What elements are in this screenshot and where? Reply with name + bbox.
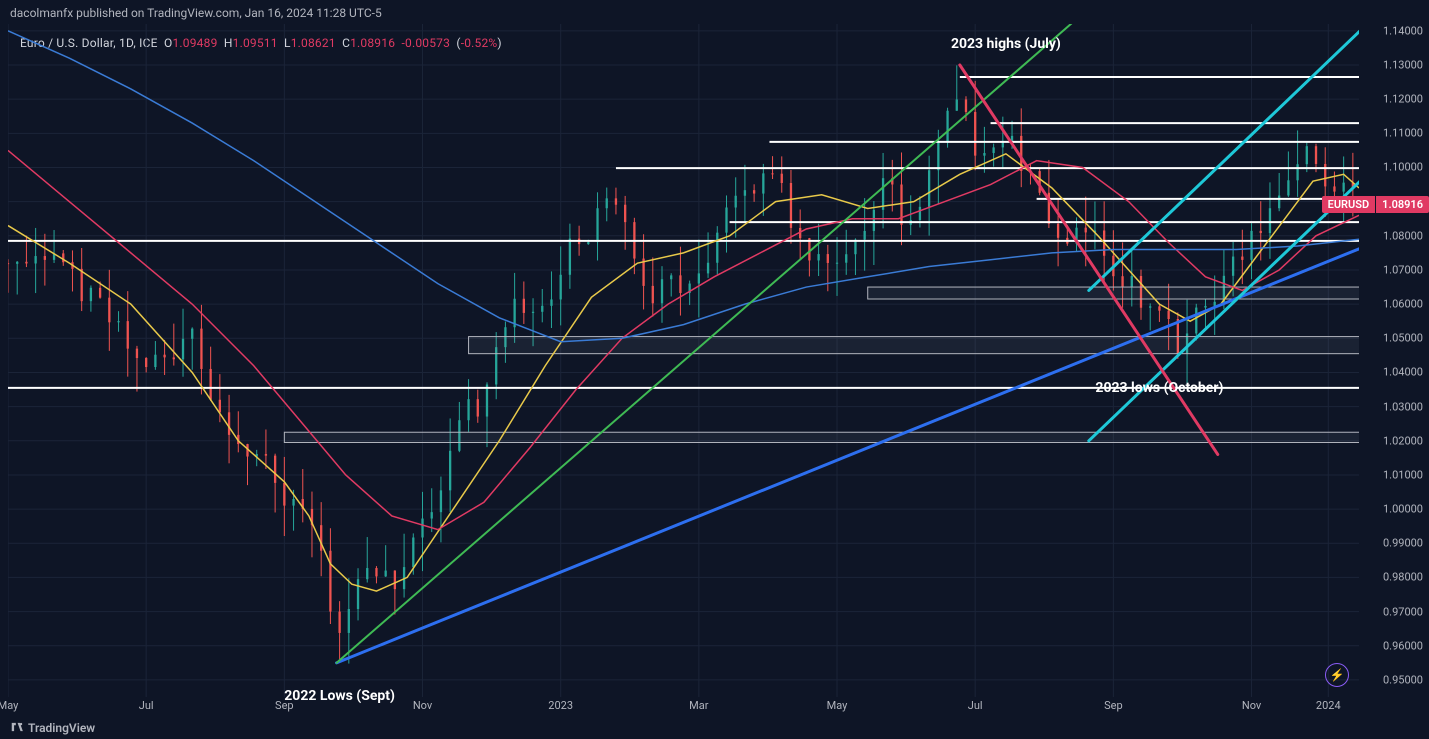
y-tick: 0.96000 [1383, 639, 1423, 652]
x-axis: MayJulSepNov2023MarMayJulSepNov2024 [8, 699, 1359, 717]
y-axis: 1.140001.130001.120001.110001.100001.090… [1369, 24, 1429, 697]
price-tag-value: 1.08916 [1376, 196, 1429, 213]
y-tick: 1.03000 [1383, 400, 1423, 413]
publish-line: dacolmanfx published on TradingView.com,… [10, 6, 382, 20]
x-tick: 2023 [548, 699, 573, 712]
plot-area[interactable] [8, 24, 1359, 697]
x-tick: May [0, 699, 18, 712]
y-tick: 1.13000 [1383, 58, 1423, 71]
annot-2022-lows: 2022 Lows (Sept) [284, 688, 395, 704]
y-tick: 1.02000 [1383, 434, 1423, 447]
annot-2023-lows: 2023 lows (October) [1095, 380, 1223, 396]
y-tick: 1.07000 [1383, 263, 1423, 276]
last-price-tag: EURUSD1.08916 [1322, 196, 1429, 214]
x-tick: 2024 [1316, 699, 1341, 712]
y-tick: 1.12000 [1383, 93, 1423, 106]
chart-container: dacolmanfx published on TradingView.com,… [0, 0, 1429, 739]
x-tick: May [827, 699, 848, 712]
chart-svg [8, 24, 1359, 697]
y-tick: 1.06000 [1383, 298, 1423, 311]
x-tick: Jul [139, 699, 154, 712]
y-tick: 0.95000 [1383, 673, 1423, 686]
y-tick: 1.11000 [1383, 127, 1423, 140]
x-tick: Jul [968, 699, 983, 712]
snapshot-icon[interactable]: ⚡ [1325, 663, 1349, 687]
y-tick: 0.98000 [1383, 571, 1423, 584]
x-tick: Nov [1242, 699, 1261, 712]
y-tick: 1.10000 [1383, 161, 1423, 174]
y-tick: 0.97000 [1383, 605, 1423, 618]
x-tick: Sep [1104, 699, 1123, 712]
y-tick: 1.00000 [1383, 503, 1423, 516]
tradingview-logo-icon [10, 720, 24, 734]
y-tick: 1.08000 [1383, 229, 1423, 242]
tradingview-footer: TradingView [10, 720, 95, 735]
x-tick: Nov [413, 699, 432, 712]
y-tick: 1.05000 [1383, 332, 1423, 345]
price-tag-symbol: EURUSD [1322, 196, 1376, 213]
annot-2023-highs: 2023 highs (July) [951, 36, 1061, 52]
footer-text: TradingView [28, 721, 95, 735]
y-tick: 1.04000 [1383, 366, 1423, 379]
y-tick: 1.14000 [1383, 24, 1423, 37]
x-tick: Mar [689, 699, 708, 712]
y-tick: 1.01000 [1383, 468, 1423, 481]
y-tick: 0.99000 [1383, 537, 1423, 550]
box-1.020 [284, 432, 1359, 442]
